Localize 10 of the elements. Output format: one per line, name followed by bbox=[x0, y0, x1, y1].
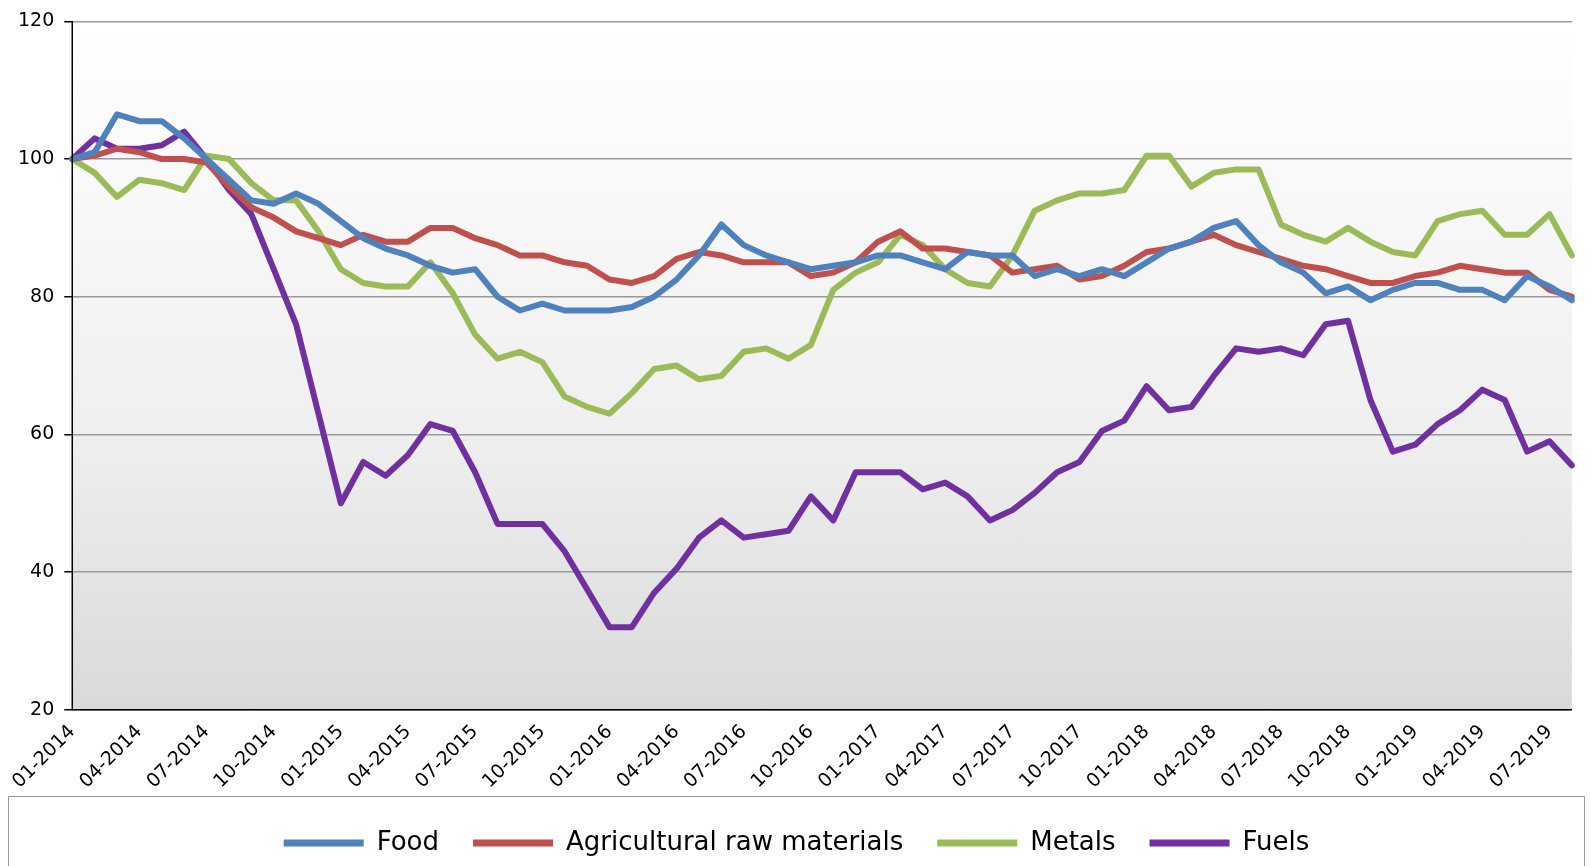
y-tick-label: 120 bbox=[18, 8, 55, 31]
y-tick-label: 100 bbox=[18, 146, 55, 169]
legend-label: Metals bbox=[1030, 825, 1116, 856]
legend-label: Food bbox=[376, 825, 440, 856]
y-tick-label: 80 bbox=[30, 283, 55, 306]
y-tick-label: 60 bbox=[30, 421, 55, 444]
y-tick-label: 20 bbox=[30, 696, 55, 719]
y-tick-label: 40 bbox=[30, 559, 55, 582]
legend-label: Fuels bbox=[1242, 825, 1310, 856]
legend-label: Agricultural raw materials bbox=[566, 825, 904, 856]
